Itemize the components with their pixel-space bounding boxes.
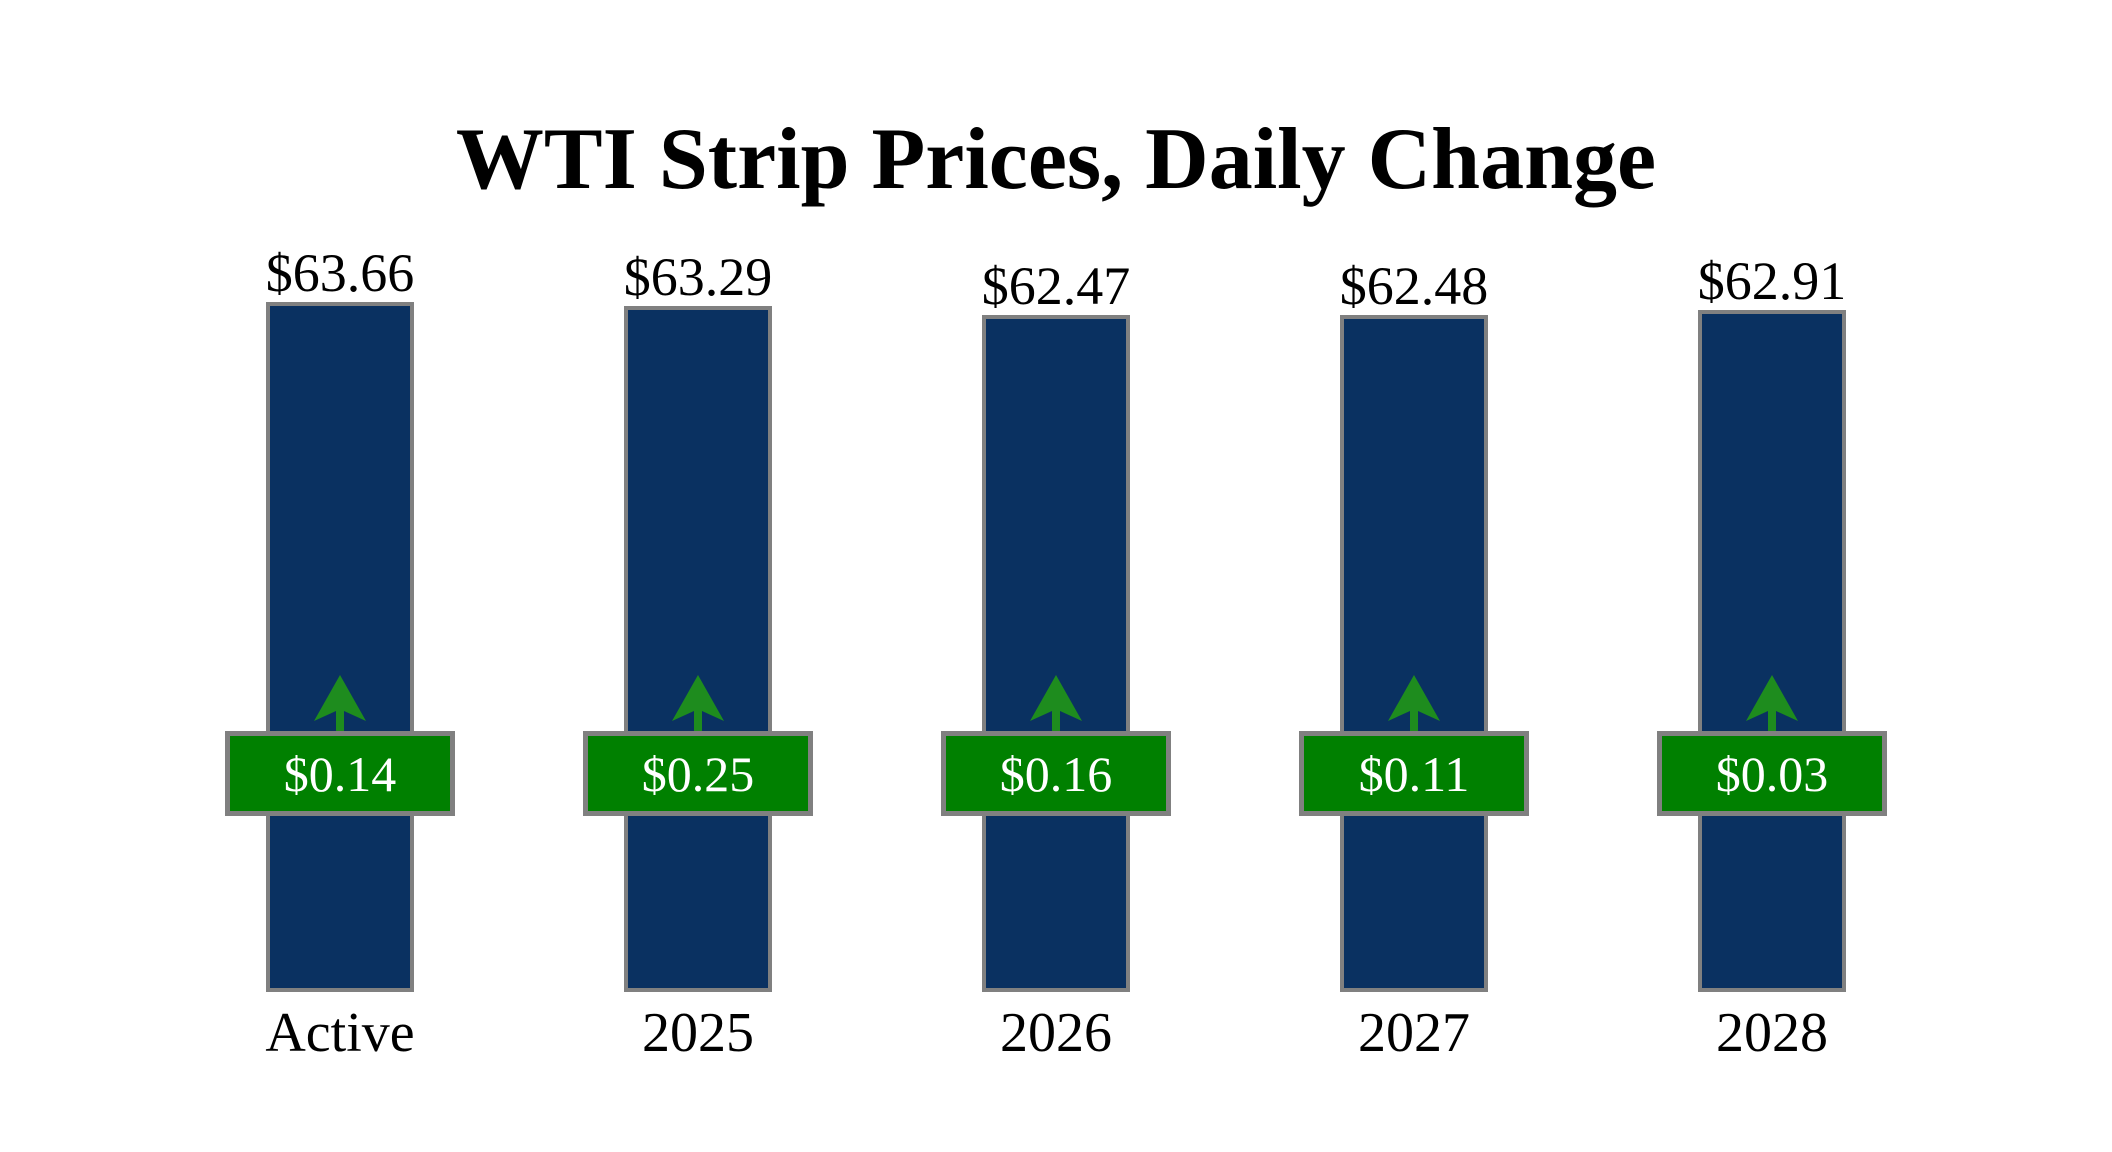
change-value: $0.11 <box>1358 745 1470 802</box>
change-value: $0.25 <box>641 745 755 802</box>
bar-value-label: $63.66 <box>265 243 415 303</box>
bar-value-label: $63.29 <box>623 247 773 307</box>
category-label: 2028 <box>1716 1002 1828 1064</box>
up-arrow-icon <box>314 675 366 731</box>
change-value: $0.03 <box>1715 745 1829 802</box>
bar-group: $63.66 $0.14 Active <box>161 0 519 1152</box>
category-label: Active <box>265 1002 415 1064</box>
bar-group: $63.29 $0.25 2025 <box>519 0 877 1152</box>
category-label: 2027 <box>1358 1002 1470 1064</box>
bar <box>624 306 772 992</box>
bar <box>266 302 414 992</box>
category-label: 2026 <box>1000 1002 1112 1064</box>
bar <box>982 315 1130 992</box>
bar-value-label: $62.48 <box>1339 256 1489 316</box>
change-badge: $0.11 <box>1299 731 1529 816</box>
chart-title: WTI Strip Prices, Daily Change <box>455 111 1657 208</box>
bar-value-label: $62.47 <box>981 256 1131 316</box>
change-badge: $0.14 <box>225 731 455 816</box>
up-arrow-icon <box>672 675 724 731</box>
up-arrow-icon <box>1746 675 1798 731</box>
change-badge: $0.25 <box>583 731 813 816</box>
bar-group: $62.47 $0.16 2026 <box>877 0 1235 1152</box>
up-arrow-icon <box>1030 675 1082 731</box>
bar-value-label: $62.91 <box>1697 251 1847 311</box>
category-label: 2025 <box>642 1002 754 1064</box>
up-arrow-icon <box>1388 675 1440 731</box>
change-badge: $0.03 <box>1657 731 1887 816</box>
bar <box>1698 310 1846 992</box>
bar <box>1340 315 1488 992</box>
change-value: $0.14 <box>283 745 397 802</box>
bar-group: $62.91 $0.03 2028 <box>1593 0 1951 1152</box>
change-badge: $0.16 <box>941 731 1171 816</box>
change-value: $0.16 <box>999 745 1113 802</box>
bar-group: $62.48 $0.11 2027 <box>1235 0 1593 1152</box>
